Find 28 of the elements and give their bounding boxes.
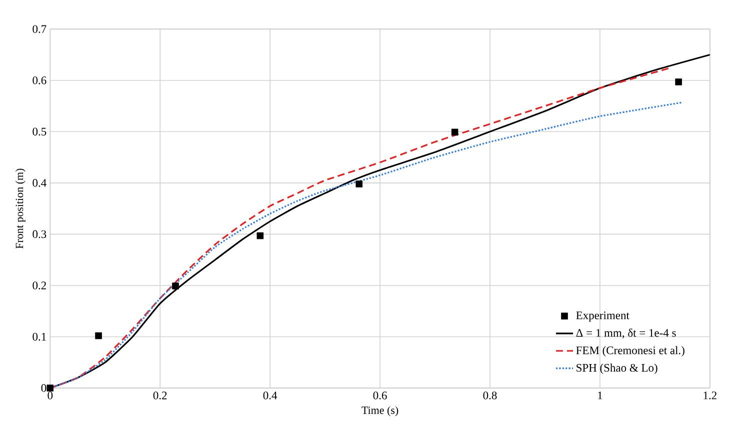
x-tick-label: 0.2 [153,392,167,400]
point [172,282,179,290]
legend-label: SPH (Shao & Lo) [576,364,658,374]
y-tick-label: 0.5 [32,128,46,136]
point [675,78,682,86]
point [451,128,458,136]
point [95,332,102,340]
y-tick-label: 0.2 [32,282,46,290]
legend-label: Δ = 1 mm, δt = 1e-4 s [576,328,676,338]
point [256,232,264,240]
y-tick-label: 0.3 [32,230,46,238]
y-tick-label: 0.1 [32,332,46,341]
y-tick-label: 0 [41,384,46,392]
y-tick-label: 0.6 [32,76,46,84]
y-tick-label: 0.4 [32,178,46,187]
y-tick-label: 0.7 [32,25,46,33]
x-tick-label: 1 [598,392,602,400]
y-axis-title: Front position (m) [15,168,26,248]
point [356,180,363,188]
legend-label: Experiment [576,311,630,322]
x-tick-label: 0.4 [263,392,278,400]
x-tick-label: 0 [48,392,53,400]
x-tick-label: 0.6 [373,392,387,400]
point [46,384,54,392]
x-tick-label: 1.2 [704,392,716,400]
legend-label: FEM (Cremonesi et al.) [576,346,684,356]
x-tick-label: 0.8 [483,392,497,400]
x-axis-title: Time (s) [362,406,398,416]
